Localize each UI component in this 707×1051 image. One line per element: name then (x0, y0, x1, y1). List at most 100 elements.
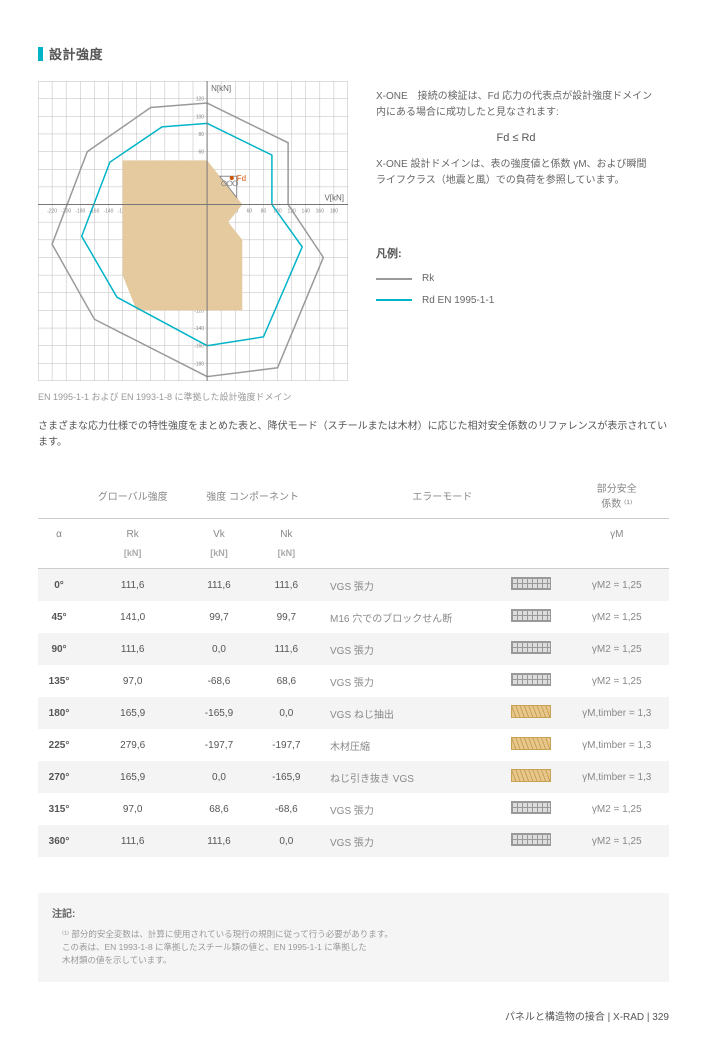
svg-text:80: 80 (199, 132, 205, 138)
legend-swatch (376, 278, 412, 280)
cell-vk: 111,6 (185, 825, 252, 857)
notes-box: 注記: ⁽¹⁾ 部分的安全変数は、計算に使用されている現行の規則に従って行う必要… (38, 893, 669, 982)
table-row: 315°97,068,6-68,6VGS 張力γM2 = 1,25 (38, 793, 669, 825)
svg-text:80: 80 (261, 209, 267, 215)
svg-text:-180: -180 (75, 209, 85, 215)
cell-error-mode: VGS 張力 (320, 569, 498, 602)
cell-pattern (498, 793, 565, 825)
table-row: 135°97,0-68,668,6VGS 張力γM2 = 1,25 (38, 665, 669, 697)
description-column: X-ONE 接続の検証は、Fd 応力の代表点が設計強度ドメイン内にある場合に成功… (376, 81, 656, 314)
strength-domain-chart: -220-200-180-160-140-120-100-80-60-40-20… (38, 81, 348, 381)
svg-text:-220: -220 (47, 209, 57, 215)
cell-rk: 279,6 (80, 729, 185, 761)
cell-vk: 111,6 (185, 569, 252, 602)
table-subheader: γM (565, 519, 669, 549)
legend-title: 凡例: (376, 246, 656, 263)
desc-p2: X-ONE 設計ドメインは、表の強度値と係数 γM、および瞬間ライフクラス（地震… (376, 157, 656, 188)
cell-rk: 111,6 (80, 633, 185, 665)
wood-pattern-icon (511, 737, 551, 750)
chart-caption: EN 1995-1-1 および EN 1993-1-8 に準拠した設計強度ドメイ… (38, 390, 348, 403)
title-accent-bar (38, 47, 43, 61)
table-topheader: 部分安全係数 ⁽¹⁾ (565, 472, 669, 519)
legend-label: Rd EN 1995-1-1 (422, 293, 494, 309)
legend-label: Rk (422, 271, 434, 287)
cell-vk: -68,6 (185, 665, 252, 697)
cell-gamma: γM2 = 1,25 (565, 665, 669, 697)
legend-swatch (376, 299, 412, 301)
grid-pattern-icon (511, 609, 551, 622)
cell-rk: 165,9 (80, 761, 185, 793)
cell-error-mode: ねじ引き抜き VGS (320, 761, 498, 793)
cell-pattern (498, 569, 565, 602)
cell-rk: 111,6 (80, 569, 185, 602)
legend: 凡例: Rk Rd EN 1995-1-1 (376, 246, 656, 308)
legend-row: Rd EN 1995-1-1 (376, 293, 656, 309)
wood-pattern-icon (511, 769, 551, 782)
cell-rk: 97,0 (80, 793, 185, 825)
cell-rk: 141,0 (80, 601, 185, 633)
svg-text:N[kN]: N[kN] (211, 84, 231, 93)
cell-nk: 111,6 (253, 633, 320, 665)
table-row: 45°141,099,799,7M16 穴でのブロックせん断γM2 = 1,25 (38, 601, 669, 633)
cell-rk: 97,0 (80, 665, 185, 697)
title-text: 設計強度 (49, 44, 103, 63)
cell-gamma: γM2 = 1,25 (565, 601, 669, 633)
grid-pattern-icon (511, 833, 551, 846)
cell-alpha: 270° (38, 761, 80, 793)
svg-text:-200: -200 (61, 209, 71, 215)
cell-pattern (498, 825, 565, 857)
cell-pattern (498, 633, 565, 665)
table-unit: [kN] (185, 548, 252, 569)
table-topheader: 強度 コンポーネント (185, 472, 320, 519)
cell-vk: 99,7 (185, 601, 252, 633)
desc-p1: X-ONE 接続の検証は、Fd 応力の代表点が設計強度ドメイン内にある場合に成功… (376, 89, 656, 120)
table-subheader: Rk (80, 519, 185, 549)
cell-vk: -165,9 (185, 697, 252, 729)
legend-row: Rk (376, 271, 656, 287)
cell-alpha: 180° (38, 697, 80, 729)
cell-nk: -165,9 (253, 761, 320, 793)
cell-nk: 0,0 (253, 697, 320, 729)
cell-gamma: γM2 = 1,25 (565, 569, 669, 602)
svg-text:V[kN]: V[kN] (324, 194, 344, 203)
table-row: 90°111,60,0111,6VGS 張力γM2 = 1,25 (38, 633, 669, 665)
cell-pattern (498, 665, 565, 697)
cell-error-mode: VGS ねじ抽出 (320, 697, 498, 729)
cell-error-mode: M16 穴でのブロックせん断 (320, 601, 498, 633)
cell-alpha: 0° (38, 569, 80, 602)
cell-error-mode: VGS 張力 (320, 793, 498, 825)
cell-alpha: 225° (38, 729, 80, 761)
cell-error-mode: VGS 張力 (320, 665, 498, 697)
cell-nk: -197,7 (253, 729, 320, 761)
svg-text:-180: -180 (194, 361, 204, 367)
notes-title: 注記: (52, 905, 655, 920)
svg-text:-160: -160 (194, 344, 204, 350)
cell-error-mode: VGS 張力 (320, 825, 498, 857)
cell-gamma: γM2 = 1,25 (565, 793, 669, 825)
table-unit (38, 548, 80, 569)
svg-text:180: 180 (330, 209, 339, 215)
intro-text: さまざまな応力仕様での特性強度をまとめた表と、降伏モード（スチールまたは木材）に… (38, 419, 669, 450)
cell-vk: 68,6 (185, 793, 252, 825)
cell-alpha: 135° (38, 665, 80, 697)
cell-gamma: γM2 = 1,25 (565, 825, 669, 857)
formula: Fd ≤ Rd (376, 130, 656, 147)
cell-pattern (498, 697, 565, 729)
cell-vk: 0,0 (185, 633, 252, 665)
cell-pattern (498, 729, 565, 761)
cell-gamma: γM,timber = 1,3 (565, 761, 669, 793)
svg-text:160: 160 (316, 209, 325, 215)
cell-vk: -197,7 (185, 729, 252, 761)
page-footer: パネルと構造物の接合 | X-RAD | 329 (38, 1008, 669, 1023)
svg-text:60: 60 (199, 150, 205, 156)
svg-text:60: 60 (247, 209, 253, 215)
grid-pattern-icon (511, 673, 551, 686)
cell-nk: 99,7 (253, 601, 320, 633)
cell-error-mode: 木材圧縮 (320, 729, 498, 761)
cell-alpha: 315° (38, 793, 80, 825)
table-subheader (320, 519, 565, 549)
cell-alpha: 90° (38, 633, 80, 665)
grid-pattern-icon (511, 577, 551, 590)
cell-gamma: γM,timber = 1,3 (565, 697, 669, 729)
wood-pattern-icon (511, 705, 551, 718)
